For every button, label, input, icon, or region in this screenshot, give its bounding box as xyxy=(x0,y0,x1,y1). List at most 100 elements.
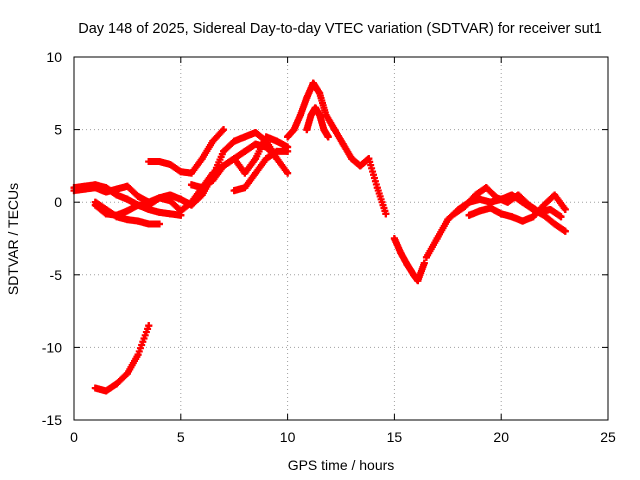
series-track-9 xyxy=(284,79,390,218)
plot-border xyxy=(73,56,609,421)
data-point xyxy=(540,201,548,209)
data-point xyxy=(316,111,324,119)
data-point xyxy=(422,253,430,261)
data-point xyxy=(519,217,527,225)
data-point xyxy=(296,111,304,119)
x-tick-label: 15 xyxy=(387,429,403,445)
data-point xyxy=(166,160,174,168)
series-track-14 xyxy=(465,191,569,225)
data-point xyxy=(514,191,522,199)
data-point xyxy=(252,169,260,177)
data-point xyxy=(476,207,484,215)
data-point xyxy=(177,195,185,203)
data-point xyxy=(320,126,328,134)
data-point xyxy=(284,169,292,177)
data-point xyxy=(365,155,373,163)
data-point xyxy=(493,194,501,202)
data-point xyxy=(155,208,163,216)
x-tick-label: 5 xyxy=(177,429,185,445)
data-point xyxy=(145,158,153,166)
data-point xyxy=(403,261,411,269)
data-point xyxy=(461,203,469,211)
data-point xyxy=(145,220,153,228)
data-point xyxy=(262,155,270,163)
data-point xyxy=(348,155,356,163)
data-marks xyxy=(70,79,569,395)
data-point xyxy=(561,205,569,213)
data-point xyxy=(546,205,554,213)
data-point xyxy=(230,155,238,163)
data-point xyxy=(166,191,174,199)
series-track-10 xyxy=(303,104,332,141)
data-point xyxy=(472,191,480,199)
data-point xyxy=(155,220,163,228)
data-point xyxy=(230,187,238,195)
data-point xyxy=(307,111,315,119)
data-point xyxy=(529,213,537,221)
data-point xyxy=(561,227,569,235)
data-point xyxy=(134,351,142,359)
y-tick-label: 0 xyxy=(54,194,62,210)
series-track-5 xyxy=(145,126,228,177)
data-point xyxy=(145,205,153,213)
data-point xyxy=(113,185,121,193)
data-point xyxy=(420,259,428,267)
data-point xyxy=(220,162,228,170)
data-point xyxy=(525,201,533,209)
data-point xyxy=(91,184,99,192)
data-point xyxy=(198,184,206,192)
data-point xyxy=(390,235,398,242)
data-point xyxy=(433,235,441,242)
data-point xyxy=(177,211,185,219)
data-point xyxy=(482,184,490,192)
data-point xyxy=(273,147,281,155)
data-point xyxy=(166,210,174,218)
x-tick-label: 10 xyxy=(280,429,296,445)
data-point xyxy=(414,277,422,285)
y-axis-label: SDTVAR / TECUs xyxy=(5,183,21,295)
data-point xyxy=(508,213,516,221)
data-point xyxy=(81,185,89,193)
y-tick-label: -15 xyxy=(42,412,62,428)
data-point xyxy=(557,213,565,221)
series-track-7 xyxy=(230,147,292,195)
data-point xyxy=(284,133,292,141)
data-point xyxy=(134,192,142,200)
data-point xyxy=(123,370,131,378)
x-tick-label: 25 xyxy=(600,429,616,445)
data-point xyxy=(339,140,347,148)
data-point xyxy=(102,387,110,395)
data-point xyxy=(397,249,405,257)
data-point xyxy=(273,155,281,163)
data-point xyxy=(145,198,153,206)
x-tick-label: 20 xyxy=(493,429,509,445)
data-point xyxy=(290,126,298,134)
data-point xyxy=(303,94,311,102)
data-point xyxy=(102,188,110,196)
x-axis-label: GPS time / hours xyxy=(288,457,395,473)
chart-title: Day 148 of 2025, Sidereal Day-to-day VTE… xyxy=(78,21,602,37)
data-point xyxy=(252,155,260,163)
data-point xyxy=(91,384,99,392)
data-point xyxy=(316,89,324,97)
data-point xyxy=(444,216,452,224)
data-point xyxy=(241,169,249,177)
data-point xyxy=(373,184,381,192)
plot-area xyxy=(70,79,569,395)
data-point xyxy=(155,194,163,202)
data-point xyxy=(209,176,217,184)
data-point xyxy=(284,147,292,155)
data-point xyxy=(551,191,559,199)
data-point xyxy=(487,204,495,212)
data-point xyxy=(198,155,206,163)
data-point xyxy=(450,210,458,218)
data-point xyxy=(324,133,332,141)
data-point xyxy=(497,210,505,218)
data-point xyxy=(309,79,317,87)
y-tick-label: 5 xyxy=(54,122,62,138)
data-point xyxy=(230,137,238,145)
data-point xyxy=(356,162,364,170)
data-point xyxy=(187,181,195,189)
data-point xyxy=(113,380,121,388)
